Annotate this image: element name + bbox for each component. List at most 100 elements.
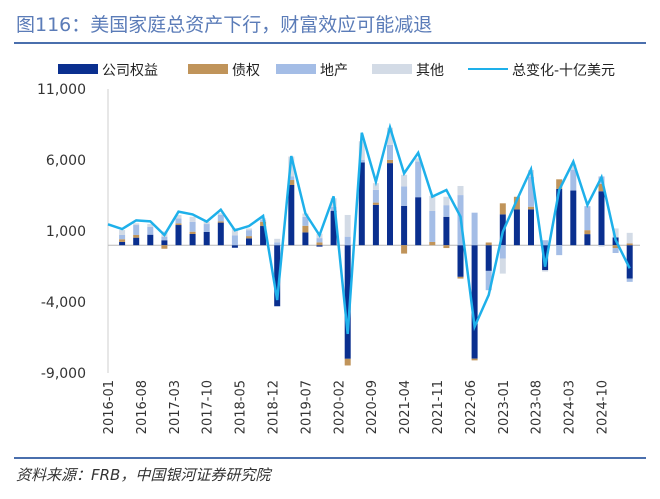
legend-swatch bbox=[372, 64, 412, 74]
bar-other bbox=[274, 238, 281, 243]
bar-real-estate bbox=[401, 186, 408, 206]
bar-other bbox=[175, 214, 182, 219]
legend-swatch bbox=[276, 64, 316, 74]
bar-other bbox=[344, 214, 351, 237]
x-tick-label: 2019-07 bbox=[299, 380, 314, 434]
legend-swatch bbox=[188, 64, 228, 74]
bar-debt bbox=[302, 225, 309, 233]
total-change-line bbox=[107, 122, 631, 335]
legend-label: 公司权益 bbox=[102, 63, 158, 79]
bar-other bbox=[457, 185, 464, 196]
x-tick-label: 2022-06 bbox=[464, 380, 479, 434]
bar-debt bbox=[457, 276, 464, 279]
x-tick-label: 2017-10 bbox=[201, 380, 216, 434]
bar-other bbox=[119, 230, 126, 235]
x-tick-label: 2021-11 bbox=[431, 380, 446, 434]
bar-other bbox=[246, 228, 252, 231]
bar-real-estate bbox=[542, 240, 549, 246]
bar-real-estate bbox=[302, 216, 309, 226]
bar-real-estate bbox=[556, 245, 563, 256]
bar-equity bbox=[542, 245, 549, 271]
x-tick-label: 2017-03 bbox=[168, 380, 183, 434]
bar-debt bbox=[217, 221, 224, 223]
bar-real-estate bbox=[203, 224, 210, 232]
bar-debt bbox=[372, 202, 379, 205]
bar-debt bbox=[528, 206, 534, 210]
y-tick-label: -4,000 bbox=[41, 295, 86, 311]
bar-other bbox=[429, 195, 436, 211]
x-tick-label: 2020-02 bbox=[332, 380, 347, 434]
bar-equity bbox=[443, 216, 450, 246]
bar-debt bbox=[189, 231, 196, 234]
bar-debt bbox=[584, 230, 591, 235]
bar-real-estate bbox=[147, 226, 154, 235]
bar-debt bbox=[556, 179, 563, 189]
bar-debt bbox=[316, 242, 323, 246]
x-tick-label: 2023-01 bbox=[497, 380, 512, 434]
bar-other bbox=[133, 223, 140, 226]
bar-equity bbox=[246, 238, 252, 246]
bar-equity bbox=[626, 245, 633, 279]
bar-equity bbox=[330, 210, 337, 246]
bar-equity bbox=[119, 241, 126, 246]
y-tick-label: 1,000 bbox=[46, 224, 86, 240]
bar-equity bbox=[528, 209, 534, 246]
legend-swatch bbox=[58, 64, 98, 74]
bar-other bbox=[570, 164, 577, 170]
bar-equity bbox=[570, 190, 577, 246]
figure-title: 图116：美国家庭总资产下行，财富效应可能减退 bbox=[16, 14, 433, 36]
bar-debt bbox=[471, 358, 478, 361]
legend-label: 总变化-十亿美元 bbox=[512, 63, 615, 79]
bar-debt bbox=[246, 236, 252, 239]
bar-other bbox=[598, 245, 605, 247]
bar-debt bbox=[161, 245, 168, 249]
x-tick-label: 2018-05 bbox=[234, 380, 249, 434]
bar-equity bbox=[344, 245, 351, 359]
bar-equity bbox=[415, 197, 422, 246]
bar-real-estate bbox=[119, 234, 126, 240]
bar-equity bbox=[217, 222, 224, 246]
bar-equity bbox=[189, 233, 196, 246]
bar-debt bbox=[344, 358, 351, 366]
bar-debt bbox=[485, 242, 492, 246]
bar-equity bbox=[372, 204, 379, 246]
bar-real-estate bbox=[570, 169, 577, 191]
bar-debt bbox=[598, 183, 605, 192]
bar-real-estate bbox=[429, 210, 436, 242]
bar-real-estate bbox=[372, 189, 379, 203]
bar-real-estate bbox=[189, 221, 196, 232]
bar-real-estate bbox=[274, 242, 281, 246]
bar-real-estate bbox=[344, 236, 351, 246]
bar-debt bbox=[175, 223, 182, 226]
legend-label: 其他 bbox=[416, 63, 444, 79]
bar-real-estate bbox=[499, 245, 506, 259]
bar-real-estate bbox=[443, 205, 450, 217]
bar-equity bbox=[161, 240, 168, 246]
bar-equity bbox=[302, 232, 309, 246]
x-tick-label: 2020-09 bbox=[365, 380, 380, 434]
bar-other bbox=[499, 258, 506, 274]
bar-debt bbox=[119, 239, 126, 242]
x-tick-label: 2023-08 bbox=[530, 380, 545, 434]
bar-real-estate bbox=[626, 278, 633, 282]
bar-real-estate bbox=[133, 225, 140, 235]
x-tick-label: 2024-03 bbox=[563, 380, 578, 434]
bar-real-estate bbox=[217, 214, 224, 222]
bar-real-estate bbox=[175, 218, 182, 224]
footer-divider bbox=[14, 457, 646, 459]
bar-other bbox=[443, 196, 450, 206]
bar-equity bbox=[485, 245, 492, 271]
bar-equity bbox=[401, 205, 408, 246]
bar-real-estate bbox=[584, 206, 591, 231]
bar-real-estate bbox=[415, 161, 422, 198]
y-tick-label: 6,000 bbox=[46, 153, 86, 169]
x-tick-label: 2018-12 bbox=[267, 380, 282, 434]
title-divider bbox=[14, 42, 646, 44]
bar-real-estate bbox=[612, 248, 619, 254]
bar-other bbox=[217, 213, 224, 215]
bar-equity bbox=[274, 245, 281, 307]
bar-real-estate bbox=[471, 212, 478, 246]
bar-debt bbox=[499, 203, 506, 215]
bar-other bbox=[415, 158, 422, 162]
